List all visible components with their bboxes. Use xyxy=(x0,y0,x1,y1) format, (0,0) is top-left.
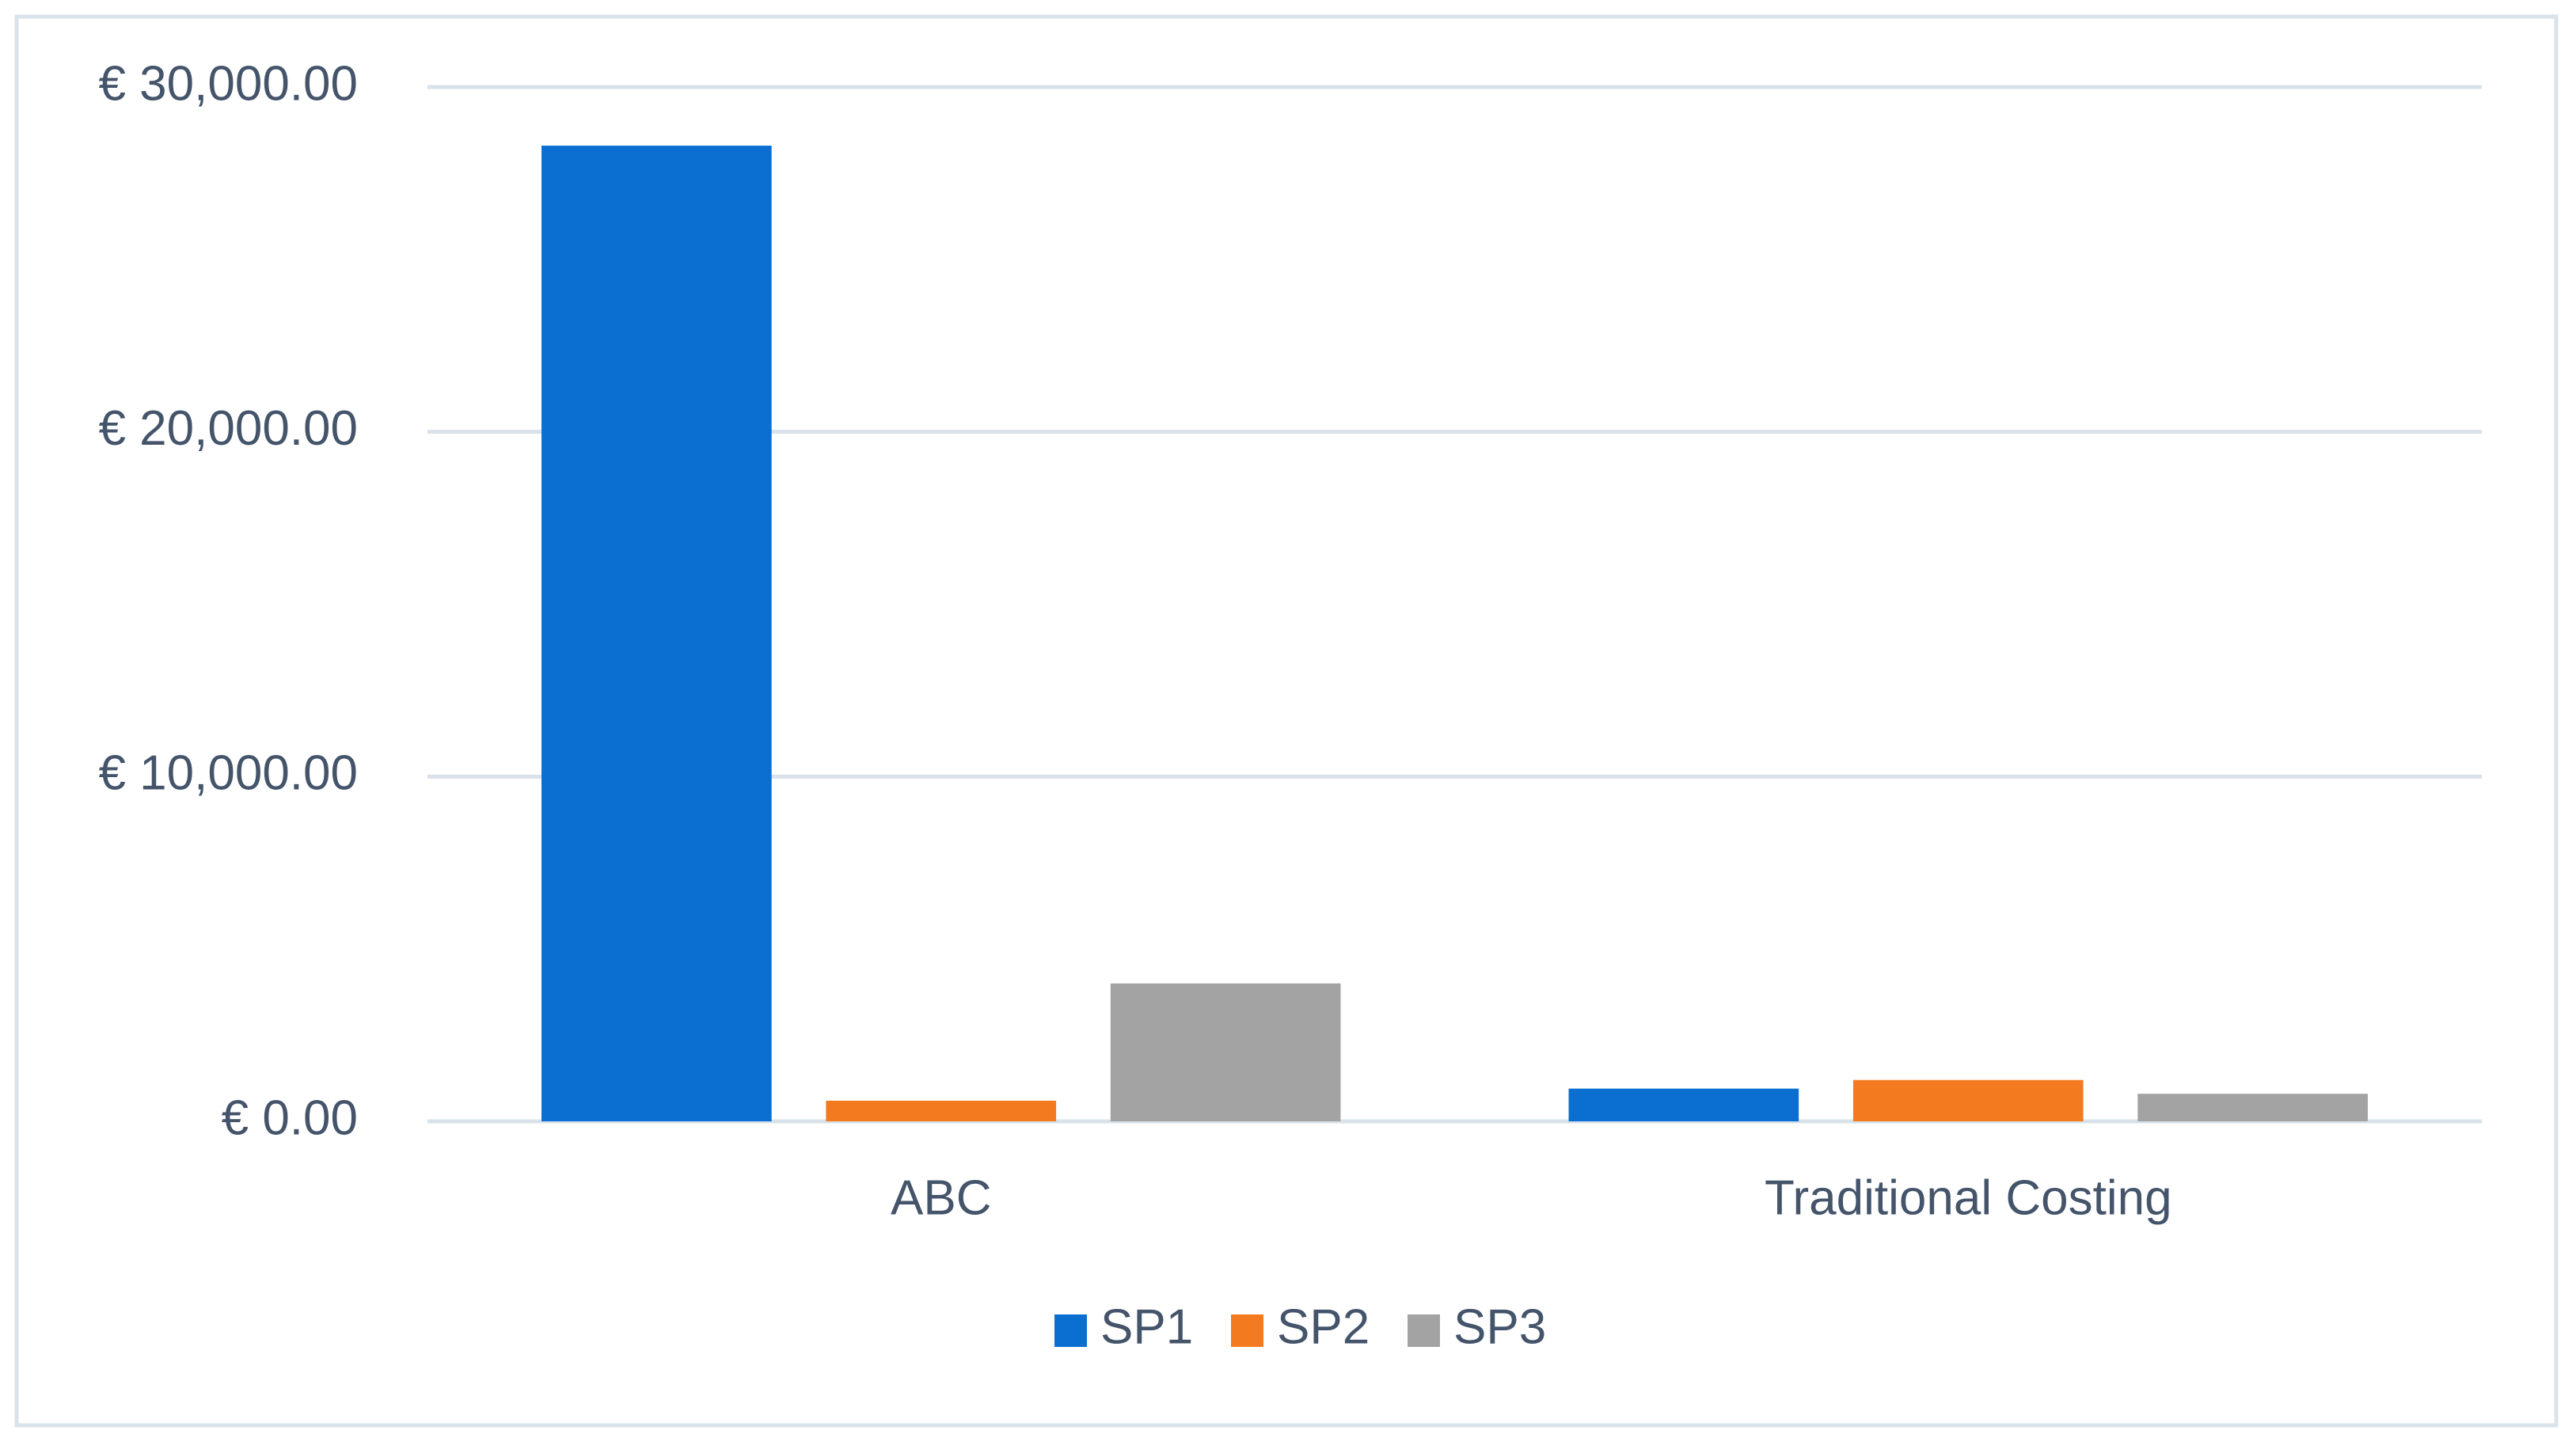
legend-swatch xyxy=(1231,1314,1263,1347)
bar xyxy=(1568,1088,1799,1121)
legend-label: SP2 xyxy=(1277,1299,1370,1354)
bar xyxy=(2137,1094,2368,1121)
y-tick-label: € 20,000.00 xyxy=(98,401,358,456)
bar xyxy=(1852,1079,2084,1121)
y-tick-label: € 0.00 xyxy=(222,1091,358,1145)
chart-border xyxy=(14,14,2559,1428)
x-tick-label: ABC xyxy=(891,1170,991,1225)
y-tick-label: € 10,000.00 xyxy=(98,746,358,801)
bar xyxy=(1110,983,1341,1121)
legend-swatch xyxy=(1054,1314,1087,1347)
bar xyxy=(826,1100,1057,1121)
legend-label: SP1 xyxy=(1100,1299,1193,1354)
x-tick-label: Traditional Costing xyxy=(1765,1170,2172,1225)
legend-swatch xyxy=(1408,1314,1440,1347)
bar xyxy=(541,146,772,1121)
y-tick-label: € 30,000.00 xyxy=(98,56,358,111)
legend-label: SP3 xyxy=(1453,1299,1546,1354)
